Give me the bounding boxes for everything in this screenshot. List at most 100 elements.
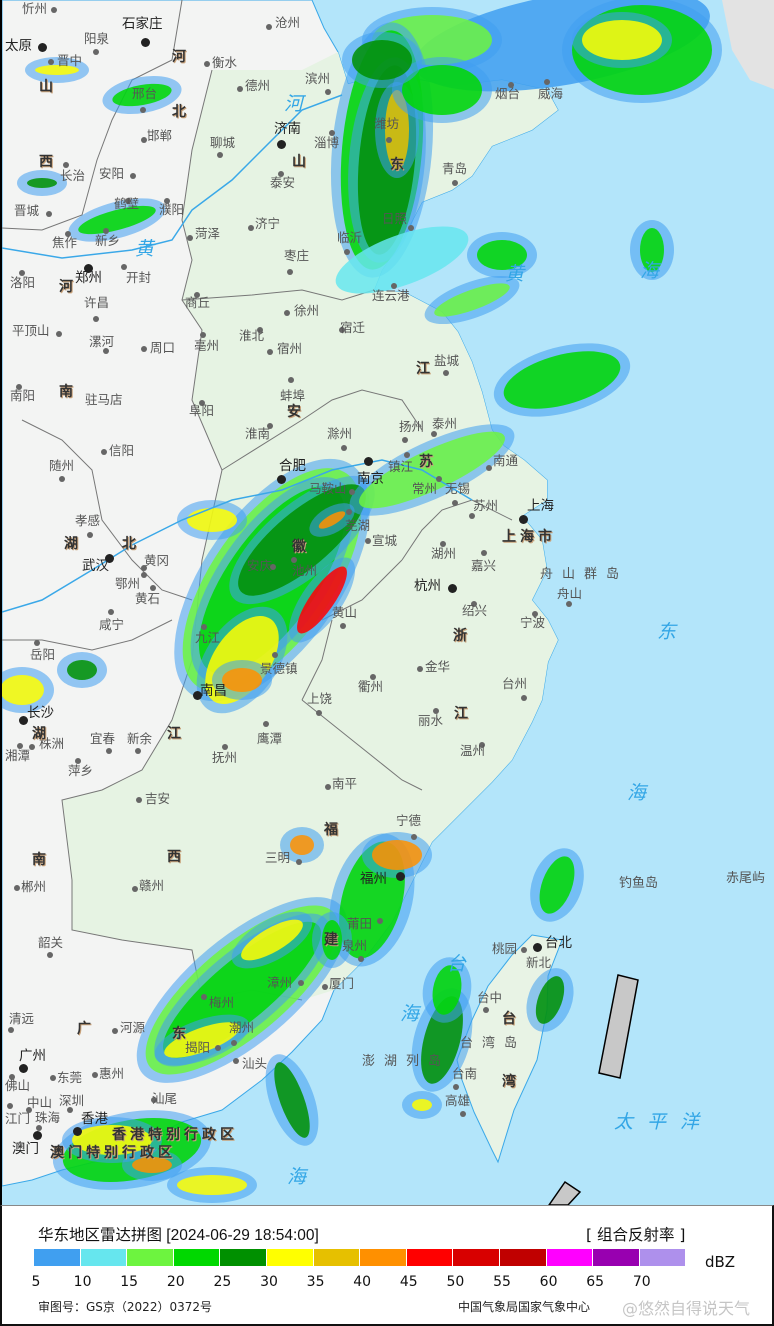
rivers	[2, 94, 473, 613]
city-marker-icon	[532, 942, 542, 952]
city-marker-icon	[349, 489, 355, 495]
province-label: 浙	[453, 628, 467, 644]
color-scale-cell	[593, 1249, 640, 1266]
city-marker-icon	[469, 513, 475, 519]
city-label: 安阳	[99, 166, 125, 181]
city-marker-icon	[32, 1130, 42, 1140]
province-label: 湖	[32, 726, 46, 742]
city-label: 东莞	[57, 1070, 83, 1085]
city-marker-icon	[56, 331, 62, 337]
province-label: 东	[390, 157, 404, 173]
city-label: 晋城	[14, 203, 40, 218]
city-label: 嘉兴	[471, 558, 497, 573]
city-marker-icon	[192, 690, 202, 700]
city-marker-icon	[199, 400, 205, 406]
city-marker-icon	[130, 173, 136, 179]
city-label: 赣州	[139, 878, 165, 893]
city-label: 盐城	[434, 353, 460, 368]
province-label: 台	[502, 1011, 516, 1027]
province-label: 南	[59, 384, 73, 400]
city-label: 安庆	[247, 558, 273, 573]
city-label: 无锡	[445, 481, 471, 496]
city-marker-icon	[411, 834, 417, 840]
city-label: 桃园	[492, 941, 518, 956]
color-scale-bar	[34, 1249, 687, 1266]
city-marker-icon	[481, 550, 487, 556]
city-label: 亳州	[194, 338, 220, 353]
region-label: 澳门特别行政区	[50, 1145, 176, 1161]
island-label: 钓鱼岛	[619, 876, 659, 891]
city-label: 衢州	[358, 679, 384, 694]
city-marker-icon	[288, 377, 294, 383]
city-marker-icon	[296, 859, 302, 865]
city-marker-icon	[266, 24, 272, 30]
island-label: 澎湖列岛	[362, 1054, 451, 1069]
city-label: 澳门	[12, 1141, 39, 1157]
color-scale-tick: 50	[446, 1274, 465, 1290]
city-label: 南阳	[10, 388, 36, 403]
city-marker-icon	[325, 89, 331, 95]
island-label: 台湾岛	[460, 1036, 527, 1051]
city-marker-icon	[151, 1097, 157, 1103]
city-marker-icon	[284, 310, 290, 316]
city-marker-icon	[532, 611, 538, 617]
city-marker-icon	[47, 952, 53, 958]
city-label: 南昌	[200, 683, 227, 699]
city-marker-icon	[339, 327, 345, 333]
city-marker-icon	[329, 130, 335, 136]
city-marker-icon	[486, 465, 492, 471]
city-label: 漳州	[267, 975, 293, 990]
city-label: 晋中	[57, 53, 83, 68]
radar-map[interactable]: 忻州 石家庄 太原 阳泉 晋中 沧州 衡水 德州 滨州 济南 淄博 聊城 邢台 邯郸 长治 安阳 晋城 鹤壁 濮阳泰…	[0, 0, 774, 1205]
city-marker-icon	[483, 1007, 489, 1013]
water-label: 台	[447, 953, 481, 975]
city-label: 淄博	[314, 135, 340, 150]
city-marker-icon	[377, 918, 383, 924]
city-label: 长治	[60, 168, 86, 183]
city-marker-icon	[201, 994, 207, 1000]
city-label: 镇江	[388, 459, 414, 474]
city-marker-icon	[267, 349, 273, 355]
color-scale-cell	[406, 1249, 454, 1266]
city-marker-icon	[121, 264, 127, 270]
city-label: 阜阳	[189, 403, 215, 418]
city-marker-icon	[222, 744, 228, 750]
city-label: 金华	[425, 659, 451, 674]
color-scale-cell	[360, 1249, 407, 1266]
province-label: 北	[172, 104, 186, 120]
city-marker-icon	[521, 947, 527, 953]
radar-echo	[177, 1175, 247, 1195]
city-label: 南京	[357, 471, 384, 487]
city-label: 日照	[382, 211, 408, 226]
city-label: 太原	[5, 38, 32, 54]
color-scale-tick: 25	[213, 1274, 232, 1290]
city-marker-icon	[443, 370, 449, 376]
city-label: 杭州	[414, 578, 441, 594]
city-marker-icon	[140, 37, 150, 47]
city-marker-icon	[341, 445, 347, 451]
city-marker-icon	[386, 137, 392, 143]
city-label: 黄冈	[144, 553, 170, 568]
map-boundary-bar	[598, 974, 639, 1079]
city-marker-icon	[164, 198, 170, 204]
province-label: 江	[167, 726, 181, 742]
province-label: 西	[167, 849, 181, 865]
city-marker-icon	[17, 743, 23, 749]
city-marker-icon	[417, 666, 423, 672]
radar-echo	[535, 976, 565, 1024]
city-marker-icon	[104, 553, 114, 563]
province-label: 北	[122, 536, 136, 552]
city-label: 新乡	[95, 233, 121, 248]
city-marker-icon	[101, 449, 107, 455]
province-label: 福	[324, 822, 338, 838]
city-marker-icon	[346, 509, 352, 515]
city-label: 邯郸	[147, 128, 173, 143]
province-label: 江	[416, 361, 430, 377]
watermark: @悠然自得说天气	[622, 1299, 751, 1318]
city-marker-icon	[72, 1126, 82, 1136]
color-scale-tick: 65	[586, 1274, 605, 1290]
city-label: 香港	[81, 1111, 108, 1127]
city-label: 湖州	[431, 546, 457, 561]
city-marker-icon	[322, 984, 328, 990]
city-label: 台州	[502, 676, 528, 691]
